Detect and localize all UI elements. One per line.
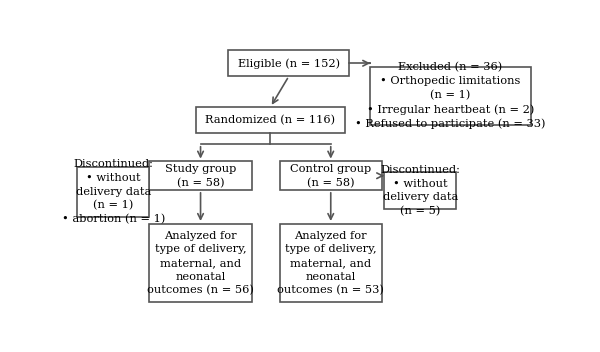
Text: Discontinued:
• without
delivery data
(n = 1)
• abortion (n = 1): Discontinued: • without delivery data (n… (62, 159, 165, 225)
Text: Analyzed for
type of delivery,
maternal, and
neonatal
outcomes (n = 56): Analyzed for type of delivery, maternal,… (147, 231, 254, 296)
FancyBboxPatch shape (384, 172, 457, 209)
FancyBboxPatch shape (280, 162, 382, 190)
Text: Control group
(n = 58): Control group (n = 58) (290, 164, 371, 188)
FancyBboxPatch shape (77, 167, 149, 217)
Text: Study group
(n = 58): Study group (n = 58) (165, 164, 236, 188)
Text: Analyzed for
type of delivery,
maternal, and
neonatal
outcomes (n = 53): Analyzed for type of delivery, maternal,… (277, 231, 384, 296)
Text: Excluded (n = 36)
• Orthopedic limitations
(n = 1)
• Irregular heartbeat (n = 2): Excluded (n = 36) • Orthopedic limitatio… (355, 62, 546, 129)
FancyBboxPatch shape (280, 224, 382, 302)
FancyBboxPatch shape (370, 67, 531, 125)
FancyBboxPatch shape (149, 224, 252, 302)
FancyBboxPatch shape (149, 162, 252, 190)
FancyBboxPatch shape (196, 107, 345, 133)
Text: Discontinued:
• without
delivery data
(n = 5): Discontinued: • without delivery data (n… (380, 165, 460, 216)
Text: Eligible (n = 152): Eligible (n = 152) (238, 58, 340, 69)
Text: Randomized (n = 116): Randomized (n = 116) (205, 115, 335, 125)
FancyBboxPatch shape (229, 50, 349, 76)
